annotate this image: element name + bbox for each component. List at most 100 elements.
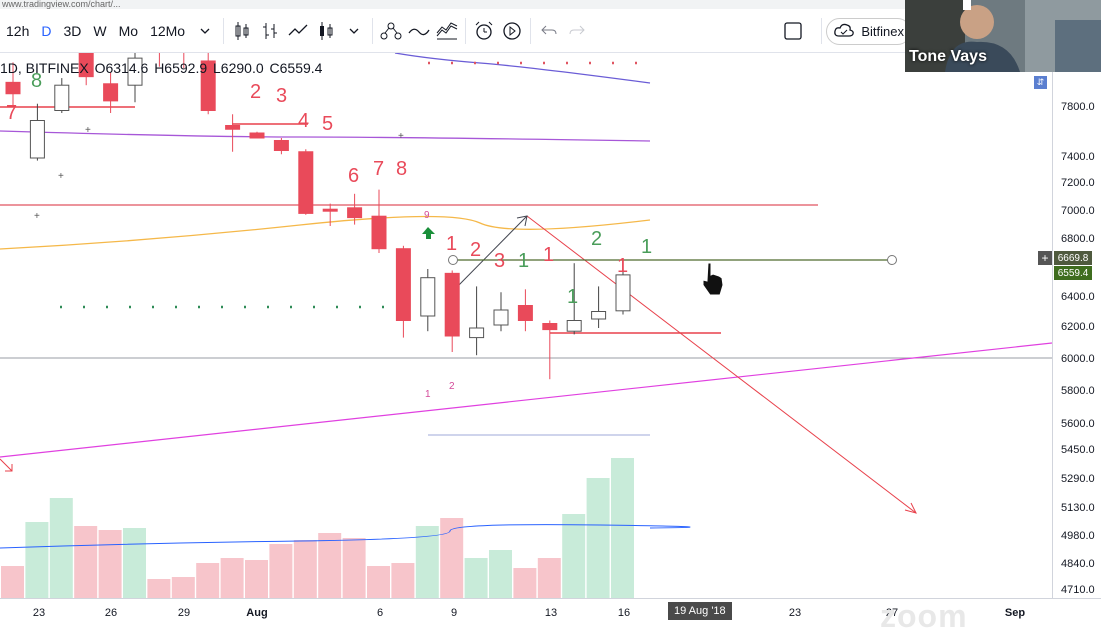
candle-body[interactable] [298,151,314,214]
dark-arrow-line[interactable] [454,215,528,290]
volume-bar [220,558,244,598]
candle-body[interactable] [517,305,533,321]
td-label-red: 2 [470,239,481,261]
interval-12h[interactable]: 12h [6,22,30,39]
wave-icon[interactable] [405,16,433,46]
volume-bar [318,533,342,598]
candle-body[interactable] [493,309,509,326]
interval-mo[interactable]: Mo [118,22,139,39]
hand-cursor-icon [702,262,724,296]
volume-bar [147,579,171,598]
td-label-red: 3 [276,85,287,107]
td-label-red: 8 [396,158,407,180]
candle-body[interactable] [371,215,387,250]
webcam-name: Tone Vays [909,48,987,65]
candle-body[interactable] [469,327,485,339]
price-tick: 7800.0 [1061,101,1095,113]
purple-moving-average [0,130,651,142]
exchange-selector[interactable]: Bitfinex [826,17,911,45]
candle-body[interactable] [273,140,289,151]
pink-trendline[interactable] [0,342,1052,458]
price-tick: 5130.0 [1061,502,1095,514]
time-tick: 6 [376,607,384,619]
candle-body[interactable] [78,53,94,78]
volume-bar [586,478,610,598]
interval-d[interactable]: D [41,22,52,39]
volume-bar [342,538,366,598]
candle-body[interactable] [103,83,119,102]
volume-bar [513,568,537,598]
count-label-pink: 2 [449,381,455,392]
red-arrow-line[interactable] [526,215,917,514]
dropdown-icon[interactable] [340,16,368,46]
candle-body[interactable] [615,274,631,312]
redo-icon[interactable] [563,16,591,46]
count-label-pink: 1 [425,389,431,400]
candle-body[interactable] [29,120,45,159]
browser-url-bar[interactable]: www.tradingview.com/chart/... [0,0,907,9]
scale-toggle-icon[interactable]: ⇵ [1034,76,1047,89]
left-red-arrow [0,458,13,472]
candle-body[interactable] [225,125,241,130]
toolbar-divider [372,17,374,44]
price-tick: 4980.0 [1061,530,1095,542]
candle-body[interactable] [566,320,582,332]
price-tick: 4840.0 [1061,558,1095,570]
candle-body[interactable] [591,311,607,320]
candle-body[interactable] [444,272,460,337]
candles-icon[interactable] [228,16,256,46]
price-scale[interactable]: 7800.0 7400.0 7200.0 7000.0 6800.0 6400.… [1052,53,1101,598]
td-label-red: 3 [494,250,505,272]
volume-panel [1,458,634,598]
td-label-red: 1 [446,233,457,255]
volume-bar [171,577,195,598]
interval-w[interactable]: W [93,22,107,39]
candle-body[interactable] [127,57,143,86]
alert-icon[interactable] [470,16,498,46]
legend-high: H6592.9 [154,60,208,76]
webcam-video [905,0,1101,72]
symbol-legend[interactable]: 1D, BITFINEX O6314.6 H6592.9 L6290.0 C65… [0,60,324,76]
blue-moving-average [394,53,651,84]
candle-body[interactable] [249,132,265,139]
time-tick: Aug [246,607,268,619]
price-tick: 7200.0 [1061,177,1095,189]
square-icon[interactable] [779,16,807,46]
candle-body[interactable] [542,323,558,331]
candle-body[interactable] [420,277,436,317]
patterns-icon[interactable] [433,16,461,46]
line-icon[interactable] [284,16,312,46]
interval-dropdown-icon[interactable] [191,16,219,46]
price-tick: 5450.0 [1061,444,1095,456]
red-arrow-head [904,502,917,514]
candle-body[interactable] [200,60,216,112]
plus-marker: + [34,211,40,222]
interval-3d[interactable]: 3D [63,22,82,39]
time-tick: 23 [32,607,46,619]
candle-body[interactable] [5,81,21,95]
candle-body[interactable] [322,208,338,212]
bars-icon[interactable] [256,16,284,46]
hline-end-handle[interactable] [887,255,897,265]
undo-icon[interactable] [535,16,563,46]
hline-start-handle[interactable] [448,255,458,265]
time-scale[interactable]: 23 26 29 Aug 6 9 13 16 20 23 27 Sep 19 A… [0,598,1101,628]
time-tick: 9 [450,607,458,619]
candle-body[interactable] [395,248,411,321]
chart-toolbar: 12h D 3D W Mo 12Mo [0,9,911,53]
last-price-tag: 6559.4 [1054,266,1092,280]
add-plus-icon[interactable]: + [1038,251,1052,265]
price-tick: 6400.0 [1061,291,1095,303]
volume-bar [367,566,390,598]
heikin-icon[interactable] [312,16,340,46]
toolbar-divider [821,18,823,44]
candle-body[interactable] [54,84,70,111]
dark-arrow-head [516,215,528,227]
td-label-red: 7 [6,102,17,124]
volume-bar [49,498,73,598]
candle-body[interactable] [347,207,363,219]
interval-12mo[interactable]: 12Mo [150,22,186,39]
replay-icon[interactable] [498,16,526,46]
indicators-icon[interactable] [377,16,405,46]
